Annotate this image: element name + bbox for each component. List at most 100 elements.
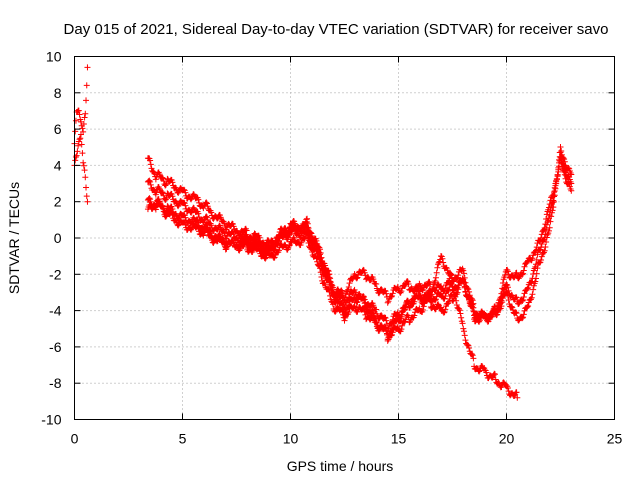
- data-point: [501, 285, 508, 292]
- data-point: [203, 200, 210, 207]
- y-axis-label: SDTVAR / TECUs: [6, 182, 22, 294]
- data-point: [79, 150, 86, 157]
- data-point: [558, 148, 565, 155]
- data-point: [344, 287, 351, 294]
- data-point: [327, 275, 334, 282]
- data-point: [448, 292, 455, 299]
- data-point: [308, 246, 315, 253]
- data-point: [461, 284, 468, 291]
- data-point: [383, 327, 390, 334]
- data-point: [461, 280, 468, 287]
- data-point: [150, 186, 157, 193]
- data-point: [353, 299, 360, 306]
- data-point: [437, 304, 444, 311]
- data-point: [469, 301, 476, 308]
- data-point: [551, 193, 558, 200]
- data-point: [339, 302, 346, 309]
- data-point: [76, 111, 83, 118]
- data-point: [221, 219, 228, 226]
- data-point: [519, 297, 526, 304]
- data-point: [175, 189, 182, 196]
- data-point: [423, 293, 430, 300]
- data-point: [305, 239, 312, 246]
- data-point: [83, 97, 90, 104]
- data-point: [457, 310, 464, 317]
- data-point: [515, 317, 522, 324]
- data-point: [182, 214, 189, 221]
- data-point: [527, 296, 534, 303]
- data-point: [464, 285, 471, 292]
- data-point: [378, 312, 385, 319]
- data-point: [491, 371, 498, 378]
- data-point: [80, 120, 87, 127]
- data-point: [456, 307, 463, 314]
- data-point: [466, 345, 473, 352]
- data-point: [445, 298, 452, 305]
- data-point: [524, 285, 531, 292]
- data-point: [180, 186, 187, 193]
- data-point: [427, 281, 434, 288]
- data-point: [505, 296, 512, 303]
- data-point: [160, 205, 167, 212]
- y-tick-label: 10: [46, 49, 62, 65]
- data-point: [525, 284, 532, 291]
- data-point: [448, 280, 455, 287]
- data-point: [453, 285, 460, 292]
- data-point: [354, 274, 361, 281]
- data-point: [398, 315, 405, 322]
- data-point: [543, 226, 550, 233]
- data-point: [169, 205, 176, 212]
- data-point: [568, 187, 575, 194]
- data-point: [180, 199, 187, 206]
- data-point: [465, 286, 472, 293]
- data-point: [513, 294, 520, 301]
- data-point: [529, 255, 536, 262]
- data-point: [262, 250, 269, 257]
- x-tick-label: 0: [71, 431, 79, 447]
- data-point: [384, 299, 391, 306]
- data-point: [514, 394, 521, 401]
- axis-ticks: 0 5 10 15 20 25 -10 -8 -6 -4 -2 0 2 4 6 8 10: [41, 49, 622, 447]
- data-point: [82, 110, 89, 117]
- data-point: [271, 246, 278, 253]
- data-point: [203, 213, 210, 220]
- data-point: [525, 303, 532, 310]
- data-point: [543, 221, 550, 228]
- data-point: [462, 289, 469, 296]
- data-point: [450, 287, 457, 294]
- data-point: [309, 232, 316, 239]
- data-point: [77, 135, 84, 142]
- data-point: [484, 316, 491, 323]
- data-point: [389, 290, 396, 297]
- data-point: [382, 288, 389, 295]
- data-point: [453, 301, 460, 308]
- data-point: [406, 319, 413, 326]
- data-point: [147, 196, 154, 203]
- data-point: [450, 295, 457, 302]
- data-point: [275, 237, 282, 244]
- data-point: [220, 228, 227, 235]
- data-point: [328, 281, 335, 288]
- data-point: [469, 352, 476, 359]
- data-point: [378, 286, 385, 293]
- data-point: [419, 306, 426, 313]
- data-point: [208, 234, 215, 241]
- data-point: [146, 195, 153, 202]
- data-point: [407, 303, 414, 310]
- data-point: [560, 161, 567, 168]
- data-point: [505, 287, 512, 294]
- x-axis-label: GPS time / hours: [287, 458, 394, 474]
- data-point: [538, 244, 545, 251]
- data-point: [459, 320, 466, 327]
- data-point: [468, 301, 475, 308]
- data-point: [476, 316, 483, 323]
- data-point: [409, 296, 416, 303]
- data-point: [385, 298, 392, 305]
- data-point: [405, 281, 412, 288]
- data-point: [555, 166, 562, 173]
- data-point: [361, 269, 368, 276]
- data-point: [83, 184, 90, 191]
- data-point: [360, 266, 367, 273]
- data-point: [314, 243, 321, 250]
